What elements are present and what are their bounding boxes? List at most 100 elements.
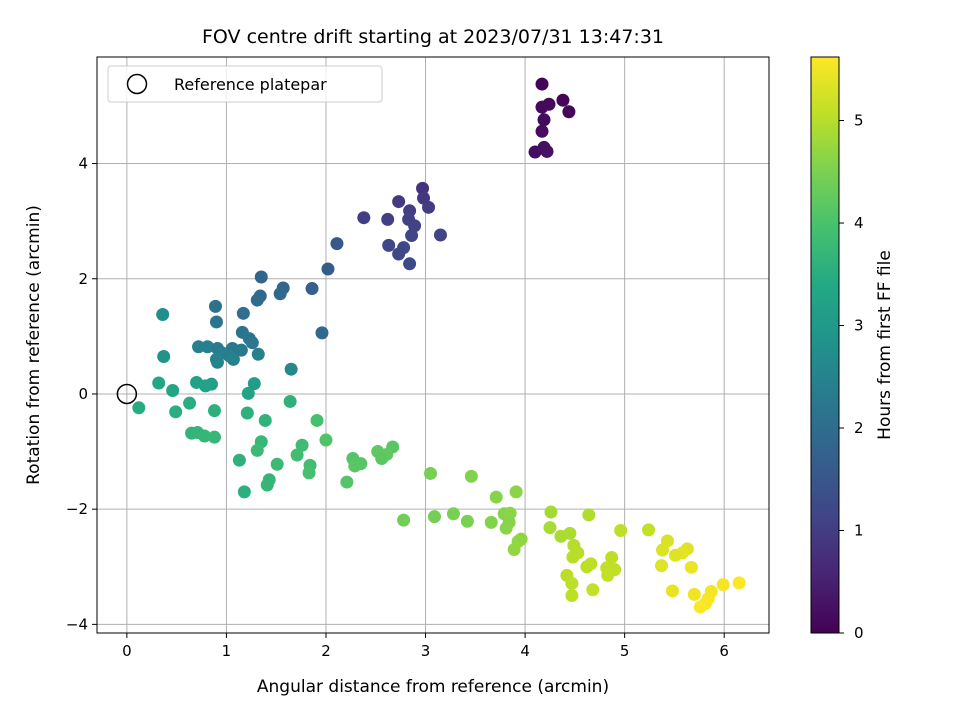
- data-point: [586, 583, 600, 597]
- data-point: [424, 466, 438, 480]
- colorbar-label: Hours from first FF file: [875, 250, 895, 440]
- colorbar: [810, 56, 840, 634]
- colorbar-tick-label: 1: [854, 522, 864, 540]
- data-point: [250, 443, 264, 457]
- data-point: [460, 514, 474, 528]
- data-point: [241, 386, 255, 400]
- x-tick-label: 0: [122, 642, 132, 660]
- plot-frame: [96, 56, 770, 634]
- data-point: [408, 219, 422, 233]
- data-point: [258, 413, 272, 427]
- data-point: [565, 576, 579, 590]
- data-point: [543, 521, 557, 535]
- data-point: [397, 513, 411, 527]
- data-point: [535, 77, 549, 91]
- data-point: [210, 355, 224, 369]
- x-tick-label: 2: [321, 642, 331, 660]
- data-point: [357, 211, 371, 225]
- data-point: [192, 340, 206, 354]
- data-point: [484, 515, 498, 529]
- data-point: [655, 543, 669, 557]
- data-point: [614, 523, 628, 537]
- data-point: [207, 404, 221, 418]
- data-point: [668, 548, 682, 562]
- data-point: [232, 453, 246, 467]
- data-point: [556, 93, 570, 107]
- colorbar-tick-label: 0: [854, 624, 864, 642]
- data-point: [544, 505, 558, 519]
- y-axis-label: Rotation from reference (arcmin): [24, 205, 44, 485]
- data-point: [684, 560, 698, 574]
- data-point: [315, 326, 329, 340]
- data-point: [654, 559, 668, 573]
- data-point: [183, 396, 197, 410]
- data-point: [305, 282, 319, 296]
- data-point: [234, 343, 248, 357]
- data-point: [156, 307, 170, 321]
- data-point: [403, 257, 417, 271]
- data-point: [273, 287, 287, 301]
- y-tick-label: −2: [66, 500, 88, 518]
- data-point: [270, 457, 284, 471]
- data-point: [687, 587, 701, 601]
- data-point: [382, 238, 396, 252]
- data-point: [340, 475, 354, 489]
- data-point: [601, 568, 615, 582]
- data-point: [199, 379, 213, 393]
- data-point: [321, 262, 335, 276]
- data-point: [405, 229, 419, 243]
- data-point: [507, 542, 521, 556]
- data-point: [535, 124, 549, 138]
- data-point: [605, 551, 619, 565]
- data-point: [302, 466, 316, 480]
- data-point: [330, 237, 344, 251]
- x-tick-label: 6: [719, 642, 729, 660]
- points-layer: [132, 77, 746, 614]
- data-point: [207, 430, 221, 444]
- data-point: [166, 384, 180, 398]
- x-tick-label: 3: [421, 642, 431, 660]
- legend-box: [107, 65, 383, 103]
- x-tick-label: 4: [520, 642, 530, 660]
- data-point: [283, 394, 297, 408]
- data-point: [240, 406, 254, 420]
- data-point: [422, 200, 436, 214]
- data-point: [509, 485, 523, 499]
- legend-marker-reference: [126, 73, 148, 95]
- data-point: [319, 433, 333, 447]
- data-point: [348, 459, 362, 473]
- data-point: [208, 299, 222, 313]
- data-point: [464, 469, 478, 483]
- data-point: [226, 352, 240, 366]
- legend: Reference platepar: [107, 65, 383, 103]
- x-axis-label: Angular distance from reference (arcmin): [257, 677, 609, 697]
- data-point: [201, 340, 215, 354]
- data-point: [693, 600, 707, 614]
- y-tick-label: 4: [78, 155, 88, 173]
- data-point: [499, 521, 513, 535]
- reference-marker-layer: [116, 383, 138, 405]
- data-point: [540, 144, 554, 158]
- ticks-layer: 0 1 2 3 4 5 6 −4 −2 0 2 4: [66, 155, 729, 660]
- data-point: [642, 523, 656, 537]
- data-point: [562, 105, 576, 119]
- data-point: [716, 578, 730, 592]
- data-point: [260, 478, 274, 492]
- colorbar-tick-label: 2: [854, 419, 864, 437]
- data-point: [290, 448, 304, 462]
- data-point: [732, 576, 746, 590]
- data-point: [236, 306, 250, 320]
- data-point: [537, 113, 551, 127]
- chart-title: FOV centre drift starting at 2023/07/31 …: [202, 26, 664, 48]
- data-point: [584, 557, 598, 571]
- data-point: [392, 247, 406, 261]
- grid-layer: [97, 57, 769, 633]
- data-point: [433, 228, 447, 242]
- data-point: [665, 584, 679, 598]
- data-point: [566, 550, 580, 564]
- y-tick-label: 0: [78, 385, 88, 403]
- data-point: [427, 510, 441, 524]
- data-point: [209, 315, 223, 329]
- data-point: [284, 362, 298, 376]
